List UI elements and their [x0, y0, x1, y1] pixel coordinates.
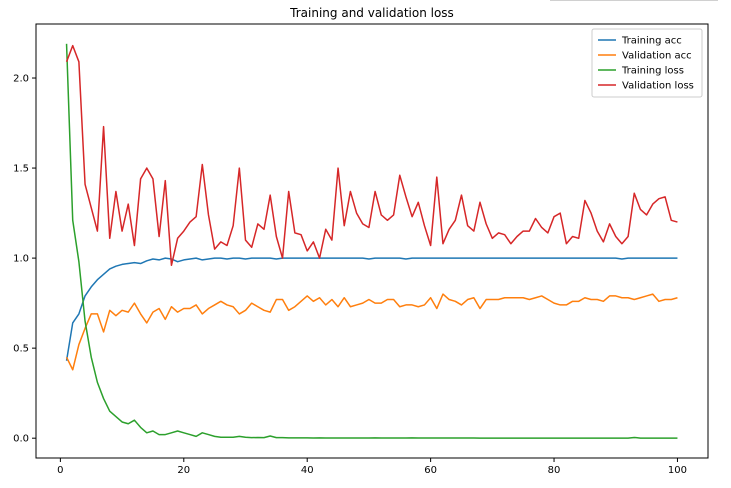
legend-label: Validation loss	[622, 81, 694, 92]
legend-label: Training loss	[621, 66, 684, 77]
chart-title: Training and validation loss	[289, 6, 454, 20]
legend-label: Validation acc	[622, 51, 692, 62]
y-tick-label: 0.0	[13, 434, 29, 445]
series-line-3	[65, 43, 678, 439]
axes-frame	[35, 23, 709, 459]
x-tick-label: 20	[177, 465, 190, 476]
legend: Training acc Validation acc Training loss V…	[591, 28, 703, 98]
x-tick-label: 100	[668, 465, 687, 476]
y-tick-label: 2.0	[13, 74, 29, 85]
y-tick-label: 1.0	[13, 254, 29, 265]
series-line-1	[65, 257, 678, 361]
legend-box	[591, 28, 703, 98]
plot-lines	[65, 43, 678, 439]
x-tick-label: 0	[57, 465, 63, 476]
x-tick-label: 40	[301, 465, 314, 476]
x-tick-label: 80	[548, 465, 561, 476]
y-tick-label: 1.5	[13, 164, 29, 175]
x-tick-label: 60	[424, 465, 437, 476]
x-axis: 0 20 40 60 80 100	[57, 458, 687, 476]
legend-label: Training acc	[621, 36, 682, 47]
y-axis: 0.0 0.5 1.0 1.5 2.0	[13, 74, 36, 445]
series-line-4	[65, 44, 678, 267]
window-top-edge	[550, 0, 718, 1]
series-line-2	[65, 293, 678, 371]
y-tick-label: 0.5	[13, 344, 29, 355]
